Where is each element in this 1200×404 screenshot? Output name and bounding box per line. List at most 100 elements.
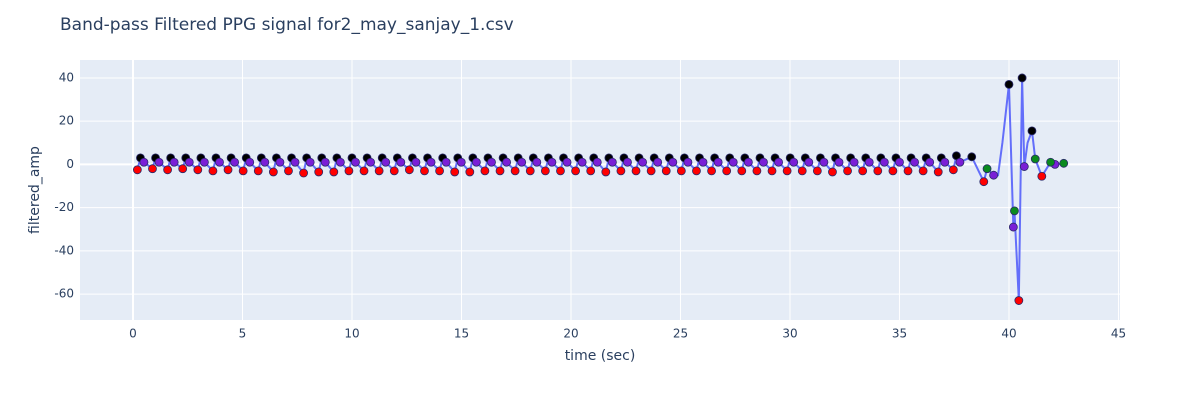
point-marker <box>918 166 928 176</box>
point-marker <box>713 157 723 167</box>
point-marker <box>208 166 218 176</box>
point-marker <box>139 157 149 167</box>
point-marker <box>789 157 799 167</box>
point-marker <box>843 166 852 176</box>
x-tick-label: 5 <box>239 327 247 341</box>
point-marker <box>562 157 572 167</box>
point-marker <box>774 157 783 167</box>
point-marker <box>910 157 919 167</box>
point-marker <box>502 157 511 167</box>
point-marker <box>752 166 762 176</box>
point-marker <box>631 166 641 176</box>
point-marker <box>450 167 460 177</box>
point-marker <box>275 157 285 167</box>
y-tick-label: 20 <box>59 114 74 128</box>
point-marker <box>577 157 587 167</box>
point-marker <box>260 157 270 167</box>
point-marker <box>441 157 451 167</box>
point-marker <box>692 166 701 176</box>
point-marker <box>389 166 399 176</box>
x-tick-label: 15 <box>454 327 469 341</box>
point-marker <box>305 157 315 167</box>
point-marker <box>1027 126 1037 136</box>
point-marker <box>722 166 732 176</box>
point-marker <box>154 157 164 167</box>
point-marker <box>698 157 708 167</box>
y-axis-title: filtered_amp <box>27 146 43 234</box>
point-marker <box>592 157 602 167</box>
point-marker <box>797 166 807 176</box>
x-tick-label: 40 <box>1001 327 1016 341</box>
point-marker <box>607 157 617 167</box>
plot-area <box>80 60 1120 320</box>
point-marker <box>683 157 693 167</box>
point-marker <box>743 157 753 167</box>
point-marker <box>940 157 950 167</box>
point-marker <box>193 165 203 175</box>
point-marker <box>759 157 768 167</box>
point-marker <box>132 165 142 175</box>
point-marker <box>268 167 278 177</box>
point-marker <box>849 157 859 167</box>
point-marker <box>525 166 535 176</box>
point-marker <box>396 157 406 167</box>
point-marker <box>178 164 188 174</box>
point-marker <box>1008 222 1018 232</box>
point-marker <box>284 166 293 176</box>
point-marker <box>487 157 496 167</box>
point-marker <box>782 166 792 176</box>
point-marker <box>707 166 716 176</box>
point-marker <box>456 157 466 167</box>
point-marker <box>238 166 248 176</box>
y-tick-label: 40 <box>59 70 74 84</box>
y-tick-label: 0 <box>66 157 74 171</box>
point-marker <box>989 170 999 180</box>
point-marker <box>895 157 904 167</box>
y-tick-label: -20 <box>54 200 74 214</box>
point-marker <box>819 157 829 167</box>
point-marker <box>426 157 436 167</box>
point-marker <box>215 157 224 167</box>
x-tick-label: 45 <box>1111 327 1126 341</box>
point-marker <box>888 166 898 176</box>
point-marker <box>1059 158 1069 168</box>
point-marker <box>737 166 747 176</box>
point-marker <box>366 157 376 167</box>
point-marker <box>925 157 935 167</box>
point-marker <box>653 157 663 167</box>
point-marker <box>601 167 611 177</box>
point-marker <box>661 166 671 176</box>
point-marker <box>586 166 596 176</box>
point-marker <box>420 166 429 176</box>
point-marker <box>728 157 738 167</box>
point-marker <box>411 157 421 167</box>
point-marker <box>510 166 520 176</box>
x-tick-label: 10 <box>344 327 359 341</box>
point-marker <box>879 157 889 167</box>
x-axis-title: time (sec) <box>565 348 636 364</box>
point-marker <box>335 157 345 167</box>
point-marker <box>858 166 868 176</box>
point-marker <box>1019 162 1029 171</box>
point-marker <box>495 166 505 176</box>
point-marker <box>465 167 475 177</box>
point-marker <box>571 166 580 176</box>
point-marker <box>169 157 179 167</box>
point-marker <box>948 165 958 175</box>
point-marker <box>359 166 369 176</box>
point-marker <box>351 157 360 167</box>
point-marker <box>903 166 913 176</box>
point-marker <box>1030 154 1040 164</box>
point-marker <box>480 166 490 176</box>
point-marker <box>374 166 384 176</box>
point-marker <box>253 166 263 176</box>
point-marker <box>540 166 550 176</box>
point-marker <box>646 166 656 176</box>
point-marker <box>864 157 874 167</box>
chart-title: Band-pass Filtered PPG signal for2_may_s… <box>60 15 514 35</box>
point-marker <box>517 157 527 167</box>
point-marker <box>223 165 233 175</box>
point-marker <box>812 166 822 176</box>
point-marker <box>471 157 481 167</box>
